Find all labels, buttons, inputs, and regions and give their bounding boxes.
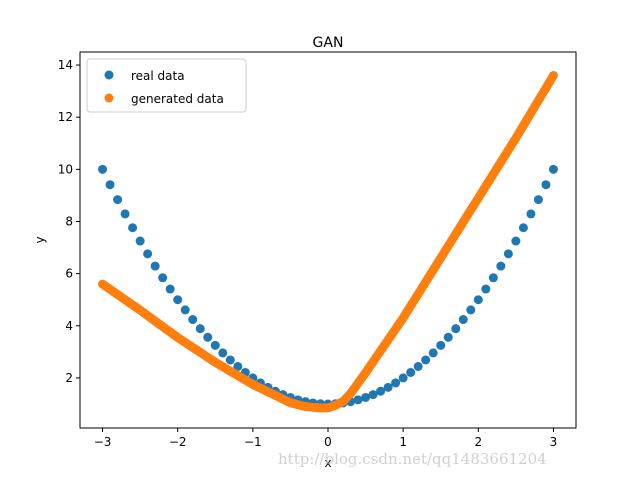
series-generated-data — [98, 70, 558, 413]
real-data-point — [158, 273, 168, 283]
x-tick-label: −2 — [169, 435, 187, 449]
y-tick-label: 8 — [65, 214, 73, 228]
y-tick-label: 2 — [65, 371, 73, 385]
generated-data-point — [548, 70, 558, 80]
real-data-point — [180, 305, 190, 315]
real-data-point — [150, 261, 160, 271]
real-data-point — [105, 180, 115, 190]
legend-marker-generated-data — [104, 93, 114, 103]
legend-box — [86, 58, 247, 113]
real-data-point — [391, 378, 401, 388]
real-data-point — [406, 367, 416, 377]
x-tick-label: −3 — [94, 435, 112, 449]
real-data-point — [518, 223, 528, 233]
real-data-point — [98, 164, 108, 174]
real-data-point — [368, 390, 378, 400]
real-data-point — [210, 340, 220, 350]
real-data-point — [413, 361, 423, 371]
real-data-point — [421, 355, 431, 365]
real-data-point — [165, 284, 175, 294]
real-data-point — [458, 315, 468, 325]
y-axis: 2 4 6 8 10 12 14 — [58, 58, 80, 385]
x-tick-label: 0 — [324, 435, 332, 449]
real-data-point — [113, 195, 123, 205]
legend: real data generated data — [86, 58, 247, 113]
x-tick-label: 3 — [550, 435, 558, 449]
real-data-point — [548, 164, 558, 174]
series-layer — [98, 70, 558, 413]
x-axis: −3 −2 −1 0 1 2 3 — [94, 428, 558, 449]
legend-marker-real-data — [104, 70, 114, 80]
real-data-point — [466, 305, 476, 315]
real-data-point — [376, 386, 386, 396]
plot-background — [80, 52, 576, 428]
real-data-point — [195, 324, 205, 334]
watermark-text: http://blog.csdn.net/qq1483661204 — [278, 450, 547, 468]
x-tick-label: −1 — [244, 435, 262, 449]
real-data-point — [526, 209, 536, 219]
real-data-point — [488, 273, 498, 283]
real-data-point — [203, 332, 213, 342]
real-data-point — [143, 249, 153, 259]
real-data-point — [353, 395, 363, 405]
real-data-point — [173, 295, 183, 305]
y-axis-label: y — [33, 236, 47, 243]
chart-title: GAN — [313, 35, 344, 51]
legend-label-real-data: real data — [131, 69, 185, 83]
real-data-point — [451, 324, 461, 334]
real-data-point — [533, 195, 543, 205]
real-data-point — [496, 261, 506, 271]
real-data-point — [361, 392, 371, 402]
real-data-point — [481, 284, 491, 294]
real-data-point — [128, 223, 138, 233]
real-data-point — [218, 348, 228, 358]
real-data-point — [135, 236, 145, 246]
real-data-point — [398, 373, 408, 383]
x-axis-label: x — [324, 456, 331, 470]
y-tick-label: 4 — [65, 319, 73, 333]
real-data-point — [383, 382, 393, 392]
real-data-point — [120, 209, 130, 219]
real-data-point — [436, 340, 446, 350]
legend-label-generated-data: generated data — [131, 92, 224, 106]
x-tick-label: 2 — [474, 435, 482, 449]
y-tick-label: 10 — [58, 162, 73, 176]
real-data-point — [443, 332, 453, 342]
y-tick-label: 6 — [65, 267, 73, 281]
y-tick-label: 14 — [58, 58, 73, 72]
real-data-point — [541, 180, 551, 190]
real-data-point — [225, 355, 235, 365]
real-data-point — [503, 249, 513, 259]
real-data-point — [428, 348, 438, 358]
real-data-point — [233, 361, 243, 371]
series-real-data — [98, 164, 558, 409]
real-data-point — [511, 236, 521, 246]
x-tick-label: 1 — [399, 435, 407, 449]
real-data-point — [473, 295, 483, 305]
y-tick-label: 12 — [58, 110, 73, 124]
real-data-point — [188, 315, 198, 325]
